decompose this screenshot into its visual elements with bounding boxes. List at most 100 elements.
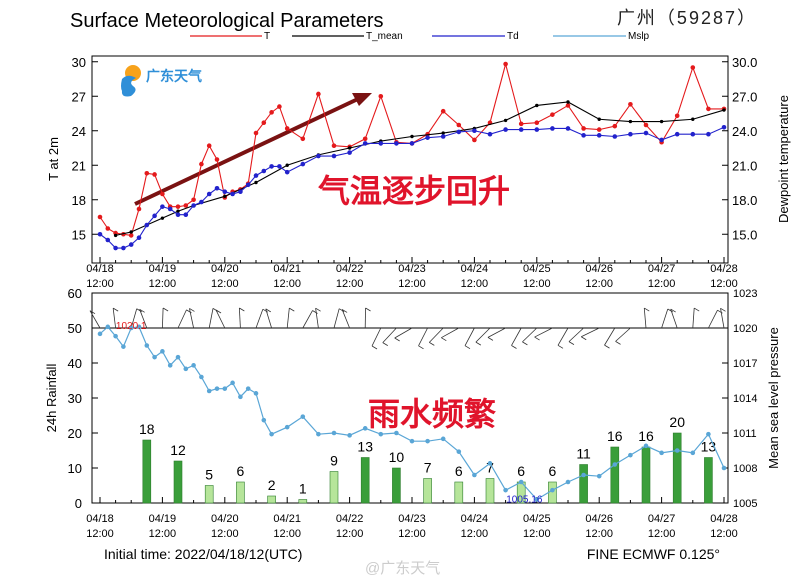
point-mslp bbox=[347, 433, 352, 438]
point-t-mean bbox=[628, 119, 633, 124]
rain-bar bbox=[672, 432, 682, 504]
point-mslp bbox=[105, 324, 111, 330]
x-tick-label-time: 12:00 bbox=[523, 528, 551, 540]
wind-barb bbox=[208, 308, 214, 329]
annotation-temperature: 气温逐步回升 bbox=[318, 173, 510, 209]
point-td bbox=[643, 130, 649, 136]
point-td bbox=[128, 242, 134, 247]
point-td bbox=[206, 191, 212, 197]
rain-axis-label: 24h Rainfall bbox=[44, 364, 59, 433]
x-tick-label-date: 04/23 bbox=[398, 513, 426, 525]
point-t-mean bbox=[113, 233, 118, 238]
y2-tick-label: 24.0 bbox=[732, 124, 757, 139]
y-axis-label: T at 2m bbox=[46, 137, 61, 181]
wind-barb-flag bbox=[112, 307, 119, 312]
chart-title: Surface Meteorological Parameters bbox=[70, 10, 383, 32]
x-tick-label-time: 12:00 bbox=[273, 278, 301, 290]
wind-barb-flag bbox=[189, 308, 195, 312]
wind-barb-flag bbox=[717, 309, 723, 314]
point-td bbox=[183, 212, 189, 217]
wind-barb bbox=[189, 308, 194, 329]
rain-bar-label: 13 bbox=[357, 439, 373, 455]
point-t bbox=[456, 122, 462, 128]
wind-barb bbox=[661, 308, 669, 329]
point-t bbox=[191, 197, 196, 203]
point-t-mean bbox=[503, 118, 508, 123]
rain-y-tick-label: 0 bbox=[75, 496, 82, 511]
y-tick-label: 18 bbox=[72, 193, 86, 208]
point-mslp bbox=[721, 465, 727, 471]
point-mslp bbox=[440, 436, 446, 442]
point-mslp bbox=[628, 452, 633, 458]
trend-arrow bbox=[134, 96, 361, 206]
wind-barb-flag bbox=[341, 309, 348, 313]
point-td bbox=[277, 164, 282, 169]
point-mslp bbox=[534, 497, 540, 502]
point-t bbox=[160, 191, 165, 197]
point-t bbox=[643, 122, 649, 128]
wind-barb bbox=[557, 327, 569, 346]
rain-y-tick-label: 50 bbox=[68, 321, 82, 336]
x-tick-label-time: 12:00 bbox=[86, 528, 114, 540]
x-tick-label-date: 04/20 bbox=[211, 263, 239, 275]
x-tick-label-date: 04/20 bbox=[211, 513, 239, 525]
model-label: FINE ECMWF 0.125° bbox=[587, 546, 720, 562]
rain-bar-label: 12 bbox=[170, 442, 186, 458]
y2-tick-label: 21.0 bbox=[732, 158, 757, 173]
point-t-mean bbox=[691, 117, 695, 121]
wind-barb-flag bbox=[394, 337, 400, 342]
rain-bar bbox=[204, 485, 214, 504]
point-td bbox=[269, 164, 274, 169]
wind-barb bbox=[315, 308, 319, 329]
rain-y-tick-label: 60 bbox=[68, 286, 82, 301]
wind-barb bbox=[333, 308, 340, 329]
point-td bbox=[706, 131, 711, 137]
wind-barb bbox=[604, 327, 616, 346]
point-t bbox=[152, 172, 157, 177]
point-td bbox=[721, 125, 727, 130]
wind-barb-flag bbox=[338, 308, 345, 313]
rain-bar bbox=[579, 464, 588, 504]
point-td bbox=[659, 137, 664, 143]
wind-barb bbox=[441, 327, 459, 339]
point-mslp bbox=[97, 331, 103, 337]
annotation-rainfall: 雨水频繁 bbox=[368, 396, 496, 432]
x-tick-label-date: 04/24 bbox=[461, 263, 489, 275]
point-t bbox=[706, 106, 711, 112]
point-td bbox=[456, 129, 462, 135]
x-tick-label-date: 04/25 bbox=[523, 513, 551, 525]
point-mslp bbox=[643, 443, 649, 449]
rain-bar-label: 16 bbox=[638, 428, 654, 444]
rain-bar-label: 7 bbox=[486, 460, 494, 476]
point-t bbox=[97, 214, 103, 220]
point-t bbox=[253, 130, 259, 136]
point-mslp bbox=[659, 450, 664, 456]
series-line-mslp bbox=[99, 325, 725, 501]
y2-tick-label: 27.0 bbox=[732, 89, 757, 104]
wind-barb-flag bbox=[464, 345, 471, 350]
point-mslp bbox=[136, 324, 142, 330]
wind-barb bbox=[708, 309, 718, 329]
point-t bbox=[331, 143, 337, 148]
x-tick-label-time: 12:00 bbox=[648, 278, 676, 290]
point-td bbox=[284, 169, 290, 175]
point-t bbox=[284, 126, 290, 131]
mslp-axis-label: Mean sea level pressure bbox=[766, 327, 781, 469]
point-td bbox=[503, 127, 508, 132]
point-t-mean bbox=[176, 209, 180, 213]
point-t-mean bbox=[566, 100, 570, 104]
point-mslp bbox=[331, 430, 337, 436]
wind-barb bbox=[692, 308, 695, 329]
wind-barb bbox=[139, 309, 148, 329]
mslp-tick-label: 1023 bbox=[733, 288, 757, 300]
point-mslp bbox=[261, 417, 267, 423]
point-mslp bbox=[378, 431, 384, 437]
point-td bbox=[612, 134, 618, 139]
x-tick-label-time: 12:00 bbox=[86, 278, 114, 290]
point-t bbox=[565, 103, 571, 108]
point-td bbox=[245, 182, 251, 188]
point-t bbox=[503, 61, 508, 67]
rain-bar-label: 6 bbox=[237, 463, 245, 479]
point-mslp bbox=[230, 380, 235, 386]
y2-axis-label: Dewpoint temperature bbox=[776, 95, 791, 223]
